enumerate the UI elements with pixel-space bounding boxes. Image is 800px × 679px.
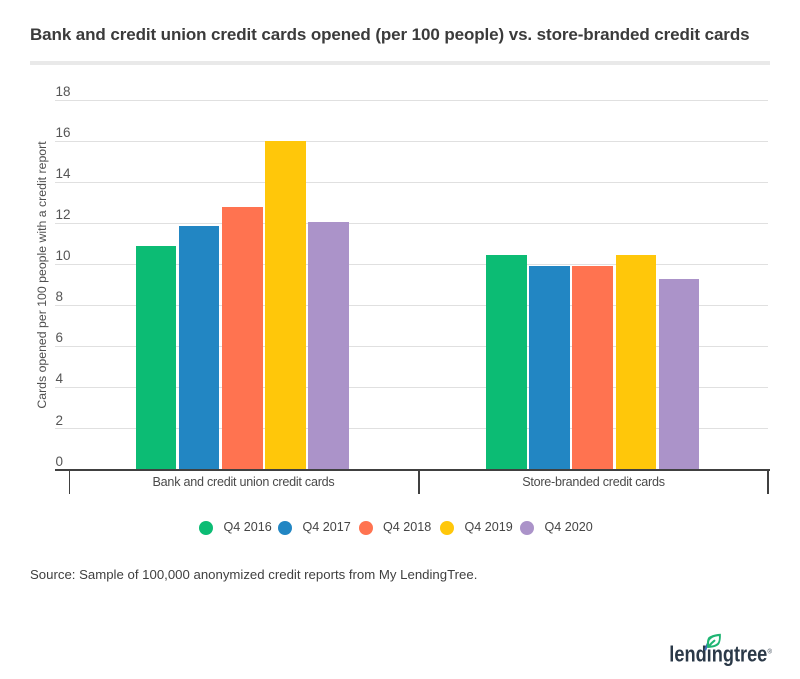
svg-text:lendıngtree: lendıngtree (669, 642, 767, 667)
svg-text:®: ® (768, 649, 773, 656)
